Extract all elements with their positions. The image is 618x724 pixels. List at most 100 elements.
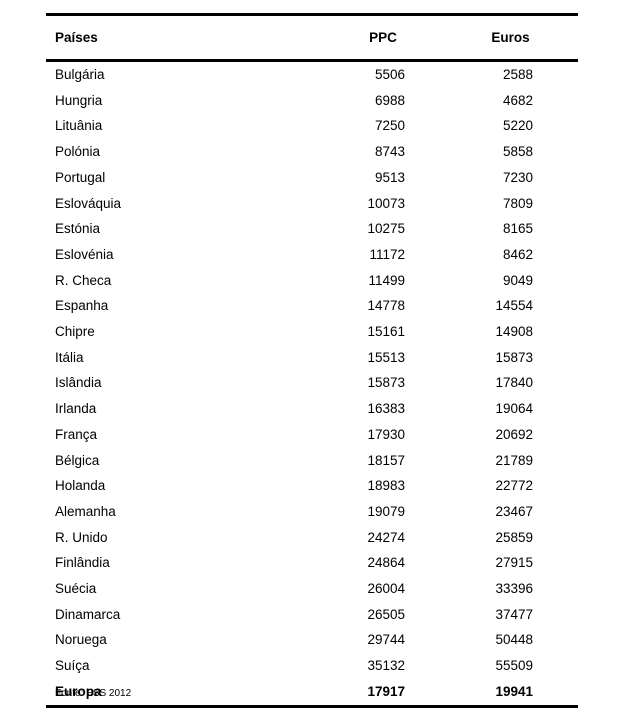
table-total: Europa 17917 19941: [46, 679, 578, 706]
ppc-cell: 18983: [367, 478, 405, 494]
table-row: Alemanha 19079 23467: [46, 499, 578, 525]
table-row: Holanda 18983 22772: [46, 473, 578, 499]
table-row: Lituânia 7250 5220: [46, 113, 578, 139]
ppc-cell: 7250: [374, 118, 405, 134]
ppc-cell: 35132: [367, 658, 405, 674]
euros-cell: 33396: [495, 581, 533, 597]
table-header: Países PPC Euros: [46, 14, 578, 62]
country-cell: Irlanda: [55, 401, 97, 417]
ppc-cell: 11172: [369, 246, 405, 262]
table-body: Bulgária 5506 2588 Hungria 6988 4682 Lituânia 7…: [46, 61, 578, 679]
country-cell: Holanda: [55, 478, 106, 494]
euros-cell: 50448: [495, 632, 533, 648]
table-row: Irlanda 16383 19064: [46, 396, 578, 422]
total-country-cell: Europa: [55, 683, 102, 699]
euros-cell: 7809: [502, 195, 533, 211]
ppc-cell: 8743: [374, 144, 405, 160]
euros-cell: 55509: [495, 658, 533, 674]
ppc-cell: 10275: [367, 221, 405, 237]
country-cell: Bulgária: [55, 67, 105, 82]
euros-cell: 15873: [495, 349, 533, 365]
ppc-cell: 24274: [367, 529, 405, 545]
euros-cell: 8462: [502, 246, 533, 262]
country-cell: Itália: [55, 349, 84, 365]
country-cell: Suécia: [55, 581, 97, 597]
table-row: Eslovénia 11172 8462: [46, 242, 578, 268]
ppc-cell: 26505: [367, 606, 405, 622]
euros-cell: 25859: [495, 529, 533, 545]
country-cell: Eslováquia: [55, 195, 122, 211]
euros-cell: 23467: [495, 503, 533, 519]
euros-cell: 14554: [495, 298, 533, 314]
ppc-cell: 10073: [367, 195, 405, 211]
country-cell: Bélgica: [55, 452, 100, 468]
country-cell: Chipre: [55, 324, 95, 340]
table-row: Hungria 6988 4682: [46, 88, 578, 114]
ppc-cell: 19079: [367, 503, 405, 519]
total-euros-cell: 19941: [495, 683, 533, 699]
euros-cell: 27915: [495, 555, 533, 571]
source-note: Fonte: ESS 2012: [55, 688, 132, 699]
header-ppc: PPC: [323, 14, 443, 62]
table-row: Estónia 10275 8165: [46, 216, 578, 242]
total-ppc-cell: 17917: [367, 683, 405, 699]
ppc-cell: 15161: [367, 324, 405, 340]
ppc-cell: 24864: [367, 555, 405, 571]
table-row: Eslováquia 10073 7809: [46, 191, 578, 217]
ppc-cell: 15513: [367, 349, 405, 365]
euros-cell: 19064: [495, 401, 533, 417]
table-row: Suécia 26004 33396: [46, 576, 578, 602]
country-cell: Polónia: [55, 144, 101, 160]
table-row: Itália 15513 15873: [46, 345, 578, 371]
country-cell: Islândia: [55, 375, 102, 391]
ppc-cell: 16383: [367, 401, 405, 417]
table-header-row: Países PPC Euros: [46, 14, 578, 62]
header-euros: Euros: [443, 14, 578, 62]
table-row: França 17930 20692: [46, 422, 578, 448]
ppc-cell: 14778: [367, 298, 405, 314]
header-paises: Países: [46, 14, 323, 62]
country-income-table-wrap: Países PPC Euros Bulgária 5506 2588 Hungria…: [46, 13, 578, 708]
euros-cell: 8165: [502, 221, 533, 237]
euros-cell: 2588: [502, 67, 533, 82]
euros-cell: 7230: [502, 169, 533, 185]
country-cell: Eslovénia: [55, 246, 114, 262]
country-cell: Finlândia: [55, 555, 110, 571]
euros-cell: 4682: [502, 92, 533, 108]
table-row: R. Checa 11499 9049: [46, 268, 578, 294]
table-row: Bulgária 5506 2588: [46, 61, 578, 88]
country-cell: França: [55, 426, 98, 442]
table-row: Portugal 9513 7230: [46, 165, 578, 191]
euros-cell: 17840: [495, 375, 533, 391]
country-cell: R. Unido: [55, 529, 108, 545]
ppc-cell: 18157: [367, 452, 405, 468]
ppc-cell: 5506: [374, 67, 405, 82]
table-row: Bélgica 18157 21789: [46, 448, 578, 474]
euros-cell: 5220: [502, 118, 533, 134]
country-cell: Alemanha: [55, 503, 116, 519]
country-cell: Suíça: [55, 658, 90, 674]
euros-cell: 22772: [495, 478, 533, 494]
table-row: Noruega 29744 50448: [46, 627, 578, 653]
table-row: Polónia 8743 5858: [46, 139, 578, 165]
ppc-cell: 17930: [367, 426, 405, 442]
country-cell: Espanha: [55, 298, 109, 314]
country-cell: Estónia: [55, 221, 101, 237]
country-cell: Portugal: [55, 169, 106, 185]
euros-cell: 9049: [502, 272, 533, 288]
table-row: Dinamarca 26505 37477: [46, 602, 578, 628]
total-row: Europa 17917 19941: [46, 679, 578, 706]
country-cell: Dinamarca: [55, 606, 121, 622]
ppc-cell: 11499: [368, 272, 405, 288]
euros-cell: 21789: [495, 452, 533, 468]
table-row: Finlândia 24864 27915: [46, 550, 578, 576]
euros-cell: 5858: [502, 144, 533, 160]
euros-cell: 20692: [495, 426, 533, 442]
table-row: Suíça 35132 55509: [46, 653, 578, 679]
table-row: R. Unido 24274 25859: [46, 525, 578, 551]
euros-cell: 37477: [495, 606, 533, 622]
table-row: Espanha 14778 14554: [46, 293, 578, 319]
ppc-cell: 15873: [367, 375, 405, 391]
ppc-cell: 29744: [367, 632, 405, 648]
